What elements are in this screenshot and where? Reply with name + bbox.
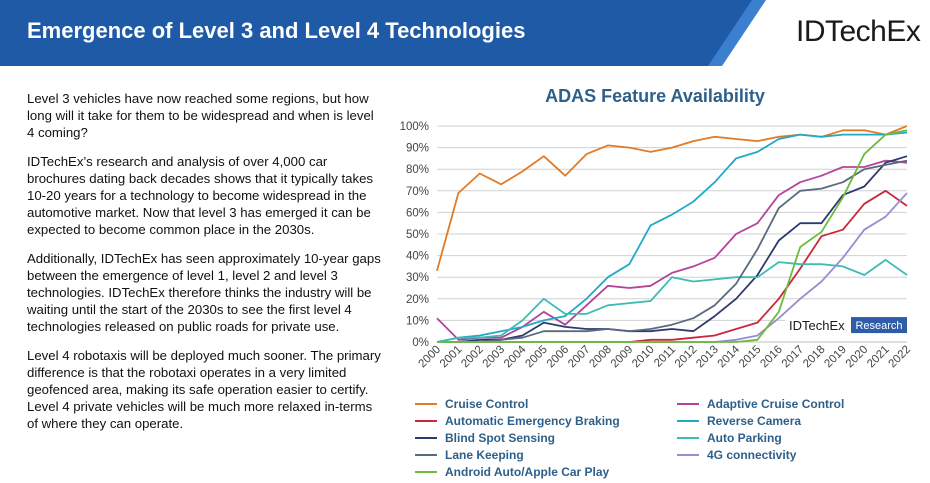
- legend-item: Cruise Control: [415, 396, 528, 412]
- x-tick-label: 2014: [716, 343, 743, 370]
- legend-swatch: [415, 420, 437, 422]
- page-title: Emergence of Level 3 and Level 4 Technol…: [27, 18, 526, 43]
- legend-swatch: [677, 403, 699, 405]
- legend-item: 4G connectivity: [677, 447, 796, 463]
- x-tick-label: 2015: [737, 344, 764, 371]
- watermark-brand: IDTechEx: [789, 318, 845, 333]
- x-tick-label: 2003: [481, 344, 508, 371]
- x-tick-label: 2012: [673, 344, 700, 371]
- y-tick-label: 80%: [406, 164, 429, 176]
- x-tick-label: 2020: [844, 344, 871, 371]
- legend-label: Auto Parking: [707, 431, 782, 445]
- x-tick-label: 2011: [652, 344, 678, 370]
- legend-label: Blind Spot Sensing: [445, 431, 555, 445]
- legend-swatch: [415, 454, 437, 456]
- y-tick-label: 30%: [406, 272, 429, 284]
- legend-item: Android Auto/Apple Car Play: [415, 464, 609, 480]
- x-tick-label: 2004: [502, 343, 529, 370]
- legend-swatch: [415, 437, 437, 439]
- y-tick-label: 40%: [406, 251, 429, 263]
- y-tick-label: 10%: [406, 315, 429, 327]
- paragraph: Additionally, IDTechEx has seen approxim…: [27, 251, 381, 334]
- idtechex-logo: IDTechEx: [796, 15, 921, 48]
- legend-label: Automatic Emergency Braking: [445, 414, 620, 428]
- adas-line-chart: 0%10%20%30%40%50%60%70%80%90%100%2000200…: [400, 121, 914, 371]
- chart-title: ADAS Feature Availability: [545, 86, 765, 106]
- legend-item: Blind Spot Sensing: [415, 430, 555, 446]
- legend-label: Cruise Control: [445, 397, 529, 411]
- series-line: [436, 159, 908, 341]
- paragraph: Level 4 robotaxis will be deployed much …: [27, 348, 381, 431]
- header-banner: Emergence of Level 3 and Level 4 Technol…: [0, 0, 930, 66]
- y-tick-label: 20%: [406, 294, 429, 306]
- legend-swatch: [677, 420, 699, 422]
- body-text: Level 3 vehicles have now reached some r…: [27, 90, 382, 444]
- paragraph: IDTechEx’s research and analysis of over…: [27, 154, 373, 237]
- x-tick-label: 2009: [609, 344, 636, 371]
- series-line: [437, 159, 908, 343]
- legend-swatch: [677, 454, 699, 456]
- legend-label: Android Auto/Apple Car Play: [445, 465, 610, 479]
- x-tick-label: 2006: [545, 344, 572, 371]
- y-tick-label: 0%: [412, 337, 429, 349]
- x-tick-label: 2019: [822, 344, 849, 371]
- x-tick-label: 2001: [438, 344, 465, 371]
- legend-item: Lane Keeping: [415, 447, 524, 463]
- legend-label: Reverse Camera: [707, 414, 802, 428]
- y-tick-label: 60%: [406, 207, 429, 219]
- x-tick-label: 2017: [780, 344, 807, 371]
- x-tick-label: 2002: [459, 344, 486, 371]
- legend-label: Adaptive Cruise Control: [707, 397, 845, 411]
- legend-label: 4G connectivity: [707, 448, 797, 462]
- legend-item: Adaptive Cruise Control: [677, 396, 844, 412]
- watermark-tag-box: [851, 317, 907, 334]
- chart-legend: Cruise Control Adaptive Cruise Control Aut…: [415, 396, 925, 482]
- header-band-main: [0, 0, 752, 66]
- legend-swatch: [677, 437, 699, 439]
- x-tick-label: 2005: [523, 344, 550, 371]
- x-tick-label: 2021: [865, 344, 892, 371]
- series-line: [436, 125, 908, 271]
- series-line: [436, 258, 908, 343]
- legend-item: Auto Parking: [677, 430, 782, 446]
- paragraph: Level 3 vehicles have now reached some r…: [27, 91, 374, 140]
- series-line: [437, 129, 908, 343]
- legend-item: Reverse Camera: [677, 413, 801, 429]
- x-tick-label: 2008: [587, 344, 614, 371]
- legend-swatch: [415, 471, 437, 473]
- legend-swatch: [415, 403, 437, 405]
- legend-item: Automatic Emergency Braking: [415, 413, 620, 429]
- x-tick-label: 2016: [758, 344, 785, 371]
- x-tick-label: 2022: [887, 344, 914, 371]
- header-band: [0, 0, 766, 66]
- watermark-tag: Research: [855, 320, 902, 332]
- x-tick-label: 2007: [566, 344, 593, 371]
- x-tick-label: 2010: [630, 344, 657, 371]
- y-tick-label: 100%: [400, 121, 429, 133]
- series-line: [436, 131, 908, 343]
- legend-label: Lane Keeping: [445, 448, 524, 462]
- y-tick-label: 70%: [406, 186, 429, 198]
- x-tick-label: 2013: [694, 344, 721, 371]
- y-tick-label: 90%: [406, 143, 429, 155]
- y-tick-label: 50%: [406, 229, 429, 241]
- x-tick-label: 2018: [801, 344, 828, 371]
- series-line: [437, 155, 908, 343]
